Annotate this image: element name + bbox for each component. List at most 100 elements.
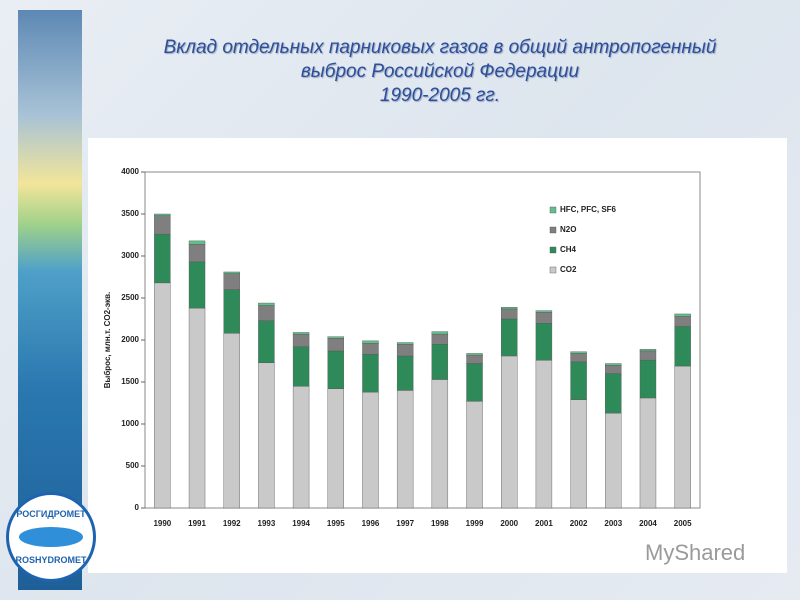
bar-segment <box>154 233 171 284</box>
watermark: MyShared <box>645 540 746 565</box>
bar-segment <box>466 354 483 364</box>
bar-segment <box>501 318 518 357</box>
bar-segment <box>154 213 171 216</box>
title-line: Вклад отдельных парниковых газов в общий… <box>163 37 717 58</box>
bar-segment <box>258 362 275 509</box>
bar-segment <box>188 261 206 309</box>
bar-segment <box>188 244 206 263</box>
x-tick-label: 2002 <box>570 519 588 528</box>
bar-segment <box>431 379 449 509</box>
bar-segment <box>431 333 449 345</box>
bar-segment <box>223 289 240 334</box>
legend-label: HFC, PFC, SF6 <box>560 205 617 214</box>
bar-segment <box>501 307 518 310</box>
bar-segment <box>605 412 622 509</box>
x-tick-label: 1999 <box>466 519 484 528</box>
logo-text: РОСГИДРОМЕТ <box>16 509 86 519</box>
bar-segment <box>501 308 518 320</box>
logo-wave <box>19 527 83 547</box>
x-tick-label: 2005 <box>674 519 692 528</box>
bar-segment <box>396 355 414 391</box>
y-tick-label: 2500 <box>121 293 139 302</box>
bar-segment <box>154 215 171 235</box>
x-tick-label: 1990 <box>153 519 171 528</box>
x-tick-label: 2003 <box>604 519 622 528</box>
y-tick-label: 500 <box>126 461 140 470</box>
bar-segment <box>466 401 483 509</box>
bar-segment <box>674 313 691 317</box>
legend-label: CO2 <box>560 265 577 274</box>
title-line: 1990-2005 гг. <box>379 85 501 106</box>
y-tick-label: 3500 <box>121 209 139 218</box>
bar-segment <box>431 331 449 335</box>
y-axis-label: Выброс, млн.т. CO2-экв. <box>103 292 112 389</box>
bar-segment <box>570 361 587 400</box>
bar-segment <box>605 373 622 414</box>
bar-segment <box>674 326 691 367</box>
y-tick-label: 4000 <box>121 167 139 176</box>
bar-segment <box>292 332 310 335</box>
bar-segment <box>154 282 171 509</box>
y-tick-label: 2000 <box>121 335 139 344</box>
bar-segment <box>431 343 449 380</box>
bar-segment <box>327 338 344 352</box>
legend-swatch <box>549 226 557 234</box>
y-tick-label: 1500 <box>121 377 139 386</box>
bar-segment <box>292 346 310 387</box>
bar-segment <box>292 385 310 509</box>
bar-segment <box>501 355 518 509</box>
x-tick-label: 1992 <box>223 519 241 528</box>
bar-segment <box>674 316 691 327</box>
title-line: выброс Российской Федерации <box>300 61 580 82</box>
bar-segment <box>639 349 657 352</box>
bar-segment <box>535 310 553 313</box>
bar-segment <box>396 342 414 345</box>
bar-segment <box>535 322 553 361</box>
bar-segment <box>258 320 275 363</box>
bar-segment <box>466 363 483 402</box>
logo: РОСГИДРОМЕТ ROSHYDROMET <box>6 492 96 582</box>
bar-segment <box>188 307 206 509</box>
bar-segment <box>362 354 379 393</box>
bar-segment <box>396 390 414 509</box>
bar-segment <box>292 333 310 347</box>
x-tick-label: 1993 <box>258 519 276 528</box>
legend-swatch <box>549 266 557 274</box>
bar-segment <box>605 364 622 374</box>
bar-segment <box>327 388 344 509</box>
bar-segment <box>466 353 483 356</box>
legend-label: N2O <box>560 225 576 234</box>
x-tick-label: 1998 <box>431 519 449 528</box>
bar-segment <box>570 351 587 354</box>
x-tick-label: 1997 <box>396 519 414 528</box>
bar-segment <box>327 350 344 389</box>
bar-segment <box>327 336 344 339</box>
bar-segment <box>362 391 379 509</box>
y-tick-label: 1000 <box>121 419 139 428</box>
bar-segment <box>258 305 275 321</box>
bar-segment <box>362 340 379 344</box>
x-tick-label: 2000 <box>500 519 518 528</box>
x-tick-label: 2004 <box>639 519 657 528</box>
bar-segment <box>639 350 657 361</box>
bar-segment <box>223 333 240 509</box>
bar-segment <box>570 353 587 363</box>
legend-swatch <box>549 246 557 254</box>
x-tick-label: 1991 <box>188 519 206 528</box>
bar-segment <box>223 273 240 290</box>
chart-panel: 0 500 1000 1500 2000 2500 3000 3500 4000 Выброс, … <box>88 138 787 573</box>
x-tick-label: 1996 <box>362 519 380 528</box>
bar-segment <box>535 359 553 509</box>
bar-segment <box>639 359 657 399</box>
bar-segment <box>223 271 240 274</box>
bar-segment <box>535 312 553 324</box>
bar-segment <box>605 363 622 366</box>
bar-segment <box>570 399 587 509</box>
slide-title: Вклад отдельных парниковых газов в общий… <box>130 36 750 108</box>
bar-segment <box>188 240 206 245</box>
bar-segment <box>362 343 379 355</box>
y-tick-label: 0 <box>135 503 140 512</box>
legend-label: CH4 <box>560 245 577 254</box>
legend-swatch <box>549 206 557 214</box>
